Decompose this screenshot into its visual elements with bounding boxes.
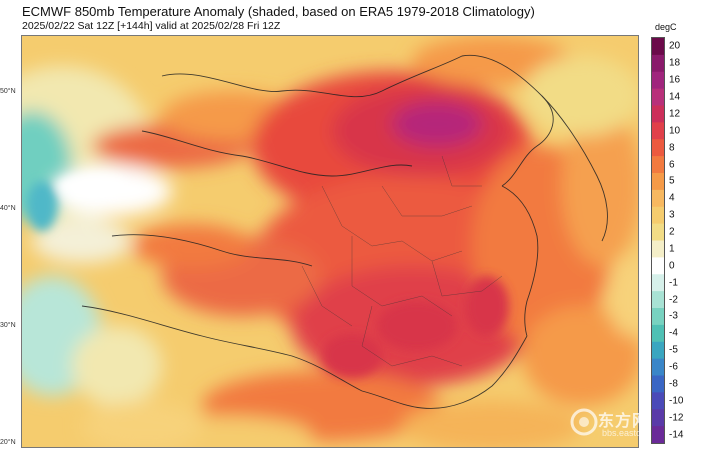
colorbar-swatch — [652, 54, 664, 73]
colorbar-tick-label: 2 — [669, 226, 675, 238]
lat-label-40n: 40°N — [0, 205, 16, 212]
colorbar-tick-label: 18 — [669, 57, 681, 69]
colorbar-swatch — [652, 257, 664, 275]
colorbar-tick-label: 14 — [669, 91, 681, 103]
lat-label-50n: 50°N — [0, 88, 16, 95]
country-borders — [81, 54, 608, 409]
colorbar-tick-label: -3 — [669, 310, 678, 322]
colorbar-swatch — [652, 38, 664, 56]
colorbar-tick-label: 16 — [669, 74, 681, 86]
colorbar-tick-label: -14 — [669, 429, 684, 441]
colorbar-tick-label: 12 — [669, 108, 681, 120]
colorbar-swatch — [652, 274, 664, 292]
colorbar-tick-label: -10 — [669, 395, 684, 407]
colorbar-swatch — [652, 122, 664, 140]
map-subtitle: 2025/02/22 Sat 12Z [+144h] valid at 2025… — [22, 20, 281, 32]
anomaly-map — [21, 35, 639, 448]
colorbar-tick-label: -2 — [669, 294, 678, 306]
colorbar-tick-label: 3 — [669, 209, 675, 221]
colorbar-swatch — [652, 105, 664, 123]
colorbar-tick-label: -5 — [669, 344, 678, 356]
colorbar-tick-label: 0 — [669, 260, 675, 272]
colorbar-swatch — [652, 375, 664, 393]
colorbar-swatch — [652, 392, 664, 410]
colorbar-swatch — [652, 409, 664, 427]
colorbar-swatch — [652, 358, 664, 376]
colorbar-swatch — [652, 324, 664, 343]
lat-label-20n: 20°N — [0, 439, 16, 446]
colorbar-swatch — [652, 71, 664, 90]
colorbar-swatch — [652, 156, 664, 174]
colorbar-tick-label: -12 — [669, 412, 684, 424]
province-borders — [301, 155, 503, 367]
watermark-logo-icon — [570, 408, 598, 436]
colorbar-swatches — [652, 38, 664, 443]
colorbar-tick-label: -6 — [669, 361, 678, 373]
colorbar-tick-label: 1 — [669, 243, 675, 255]
map-title: ECMWF 850mb Temperature Anomaly (shaded,… — [22, 4, 535, 19]
watermark-text: 东方网 — [598, 413, 650, 430]
watermark-subtext: bbs.eastday — [602, 428, 651, 438]
anomaly-map-graphic — [22, 36, 638, 447]
colorbar-swatch — [652, 189, 664, 208]
colorbar-swatch — [652, 223, 664, 241]
colorbar-swatch — [652, 88, 664, 106]
colorbar — [651, 37, 665, 444]
colorbar-tick-label: -1 — [669, 277, 678, 289]
colorbar-tick-label: -4 — [669, 327, 678, 339]
colorbar-swatch — [652, 291, 664, 309]
lat-label-30n: 30°N — [0, 322, 16, 329]
colorbar-tick-label: -8 — [669, 378, 678, 390]
colorbar-swatch — [652, 341, 664, 360]
colorbar-swatch — [652, 139, 664, 157]
colorbar-tick-label: 20 — [669, 40, 681, 52]
colorbar-tick-label: 8 — [669, 142, 675, 154]
anomaly-detail — [27, 174, 509, 378]
colorbar-swatch — [652, 308, 664, 326]
colorbar-unit: degC — [655, 22, 677, 32]
colorbar-tick-label: 5 — [669, 175, 675, 187]
colorbar-swatch — [652, 206, 664, 225]
colorbar-tick-label: 10 — [669, 125, 681, 137]
colorbar-tick-label: 6 — [669, 159, 675, 171]
colorbar-swatch — [652, 240, 664, 258]
anomaly-shading — [22, 36, 638, 447]
colorbar-swatch — [652, 426, 664, 443]
colorbar-tick-label: 4 — [669, 192, 675, 204]
colorbar-swatch — [652, 173, 664, 191]
